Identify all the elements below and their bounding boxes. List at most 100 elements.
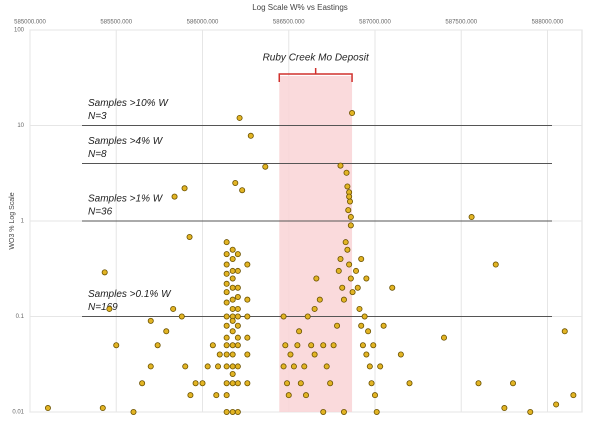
data-point [353,267,360,274]
data-point [349,110,356,117]
data-point [204,363,211,370]
data-point [223,270,230,277]
data-point [181,185,188,192]
data-point [377,363,384,370]
data-point [223,408,230,415]
data-point [223,380,230,387]
data-point [301,363,308,370]
data-point [147,317,154,324]
data-point [346,193,353,200]
data-point [356,305,363,312]
data-point [323,363,330,370]
data-point [361,313,368,320]
data-point [285,392,292,399]
data-point [262,163,269,170]
threshold-count: N=3 [88,111,107,122]
x-tick-label: 587500.000 [445,20,477,26]
data-point [284,380,291,387]
y-tick-label: 0.1 [16,314,25,320]
data-point [192,380,199,387]
data-point [229,408,236,415]
data-point [389,284,396,291]
data-point [339,284,346,291]
data-point [101,269,108,276]
data-point [358,322,365,329]
data-point [234,342,241,349]
data-point [345,207,352,214]
data-point [234,313,241,320]
data-point [327,380,334,387]
data-point [297,380,304,387]
data-point [223,280,230,287]
data-point [223,289,230,296]
data-point [223,334,230,341]
data-point [244,380,251,387]
data-point [234,251,241,258]
data-point [561,328,568,335]
data-point [234,363,241,370]
data-point [223,251,230,258]
data-point [244,313,251,320]
data-point [335,267,342,274]
data-point [229,267,236,274]
data-point [337,162,344,169]
chart-title: Log Scale W% vs Eastings [252,3,348,12]
x-tick-label: 587000.000 [359,20,391,26]
data-point [290,363,297,370]
data-point [247,132,254,139]
data-point [294,342,301,349]
deposit-band [279,76,353,412]
y-tick-label: 10 [17,123,24,129]
data-point [163,328,170,335]
data-point [553,401,560,408]
x-tick-label: 585000.000 [14,20,46,26]
data-point [349,289,356,296]
data-point [223,239,230,246]
data-point [229,246,236,253]
data-point [229,296,236,303]
data-point [130,408,137,415]
deposit-bracket [278,68,353,82]
threshold-label: Samples >10% W [88,98,169,109]
data-point [509,380,516,387]
data-point [229,256,236,263]
data-point [223,322,230,329]
data-point [280,313,287,320]
data-point [363,351,370,358]
data-point [229,284,236,291]
data-point [229,363,236,370]
data-point [287,351,294,358]
data-point [527,408,534,415]
data-point [223,299,230,306]
data-point [492,261,499,268]
threshold-count: N=36 [88,207,113,218]
data-point [223,351,230,358]
data-point [342,239,349,246]
y-tick-label: 1 [21,219,25,225]
data-point [244,261,251,268]
deposit-label: Ruby Creek Mo Deposit [263,53,370,64]
data-point [308,342,315,349]
data-point [154,342,161,349]
data-point [346,198,353,205]
data-point [344,183,351,190]
data-point [229,380,236,387]
data-point [304,313,311,320]
data-point [147,363,154,370]
data-point [373,408,380,415]
data-point [311,305,318,312]
data-point [397,351,404,358]
data-point [282,342,289,349]
data-point [244,334,251,341]
data-point [343,169,350,176]
threshold-count: N=8 [88,149,107,160]
data-point [209,342,216,349]
data-point [186,233,193,240]
data-point [213,392,220,399]
data-point [440,334,447,341]
data-point [347,222,354,229]
data-point [236,114,243,121]
data-point [223,261,230,268]
